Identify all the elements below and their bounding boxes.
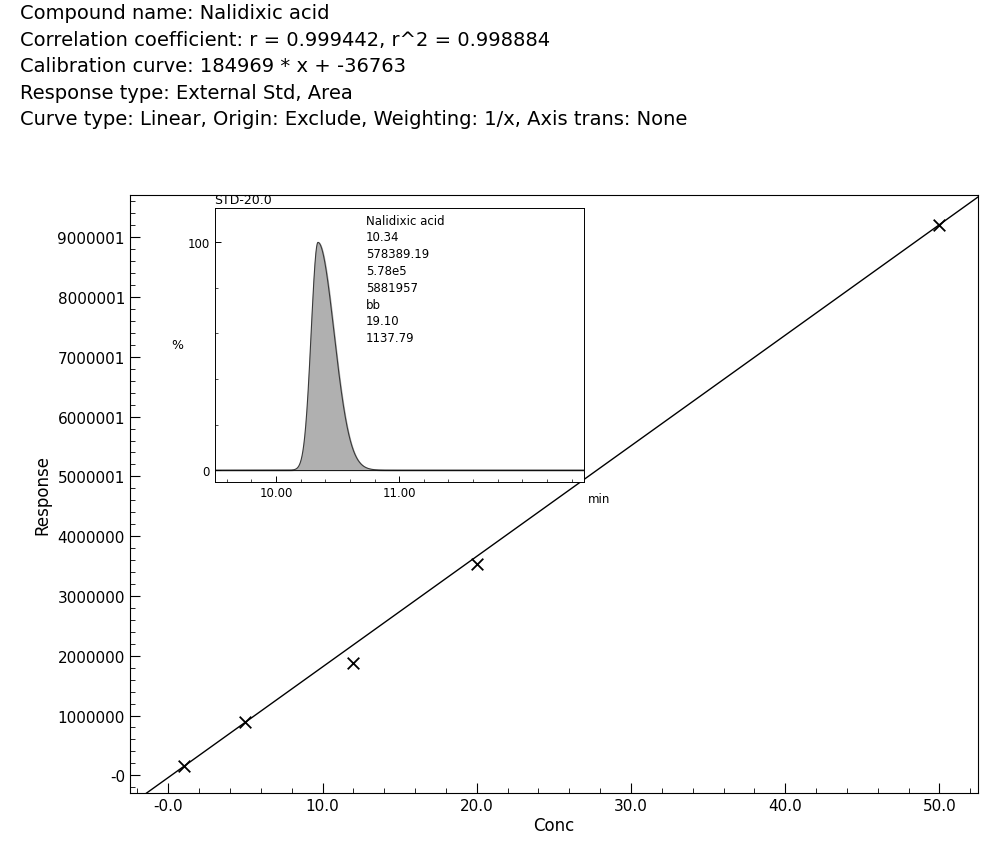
Text: %: %	[172, 339, 184, 352]
Point	[931, 218, 947, 232]
Point	[238, 716, 253, 729]
Text: Compound name: Nalidixic acid
Correlation coefficient: r = 0.999442, r^2 = 0.998: Compound name: Nalidixic acid Correlatio…	[20, 4, 688, 129]
Point	[345, 656, 361, 670]
Point	[176, 760, 192, 774]
Text: Nalidixic acid
10.34
578389.19
5.78e5
5881957
bb
19.10
1137.79: Nalidixic acid 10.34 578389.19 5.78e5 58…	[366, 214, 444, 345]
Y-axis label: Response: Response	[34, 455, 52, 535]
Text: min: min	[588, 493, 610, 506]
X-axis label: Conc: Conc	[533, 816, 575, 834]
Text: STD-20.0: STD-20.0	[215, 194, 272, 206]
Point	[469, 558, 485, 572]
